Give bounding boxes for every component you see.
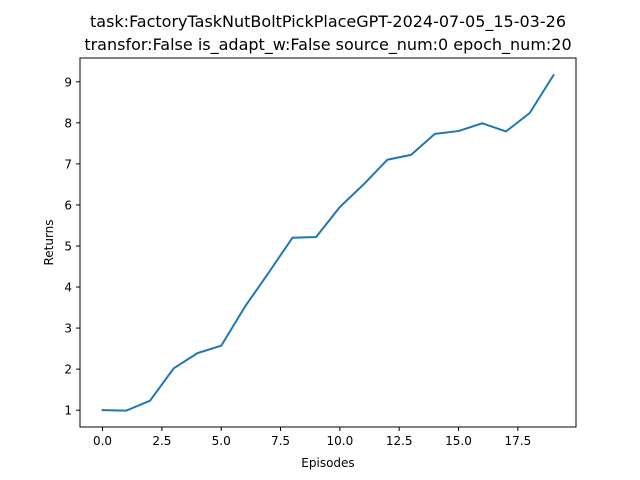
x-tick-label: 15.0 [445,434,472,448]
x-tick-label: 7.5 [271,434,290,448]
y-tick-label: 6 [64,198,72,212]
x-axis-label: Episodes [301,456,354,470]
y-tick-label: 9 [64,75,72,89]
series-line [101,73,555,412]
y-tick-label: 1 [64,404,72,418]
y-tick-label: 4 [64,281,72,295]
y-tick-label: 3 [64,322,72,336]
x-tick-label: 17.5 [504,434,531,448]
plot-area: 0.0 2.5 5.0 7.5 10.0 12.5 15.0 17.5 1 2 3 4 5 6 7 8 9 [64,73,555,448]
y-tick-label: 2 [64,363,72,377]
x-tick-label: 10.0 [327,434,354,448]
x-tick-label: 2.5 [152,434,171,448]
y-axis-label: Returns [42,219,56,265]
x-tick-label: 0.0 [93,434,112,448]
y-tick-label: 8 [64,116,72,130]
chart-title: task:FactoryTaskNutBoltPickPlaceGPT-2024… [90,12,566,32]
y-tick-label: 5 [64,239,72,253]
x-tick-label: 5.0 [212,434,231,448]
y-tick-label: 7 [64,157,72,171]
x-tick-label: 12.5 [386,434,413,448]
plot-frame [79,57,577,428]
chart-subtitle: transfor:False is_adapt_w:False source_n… [84,35,571,55]
